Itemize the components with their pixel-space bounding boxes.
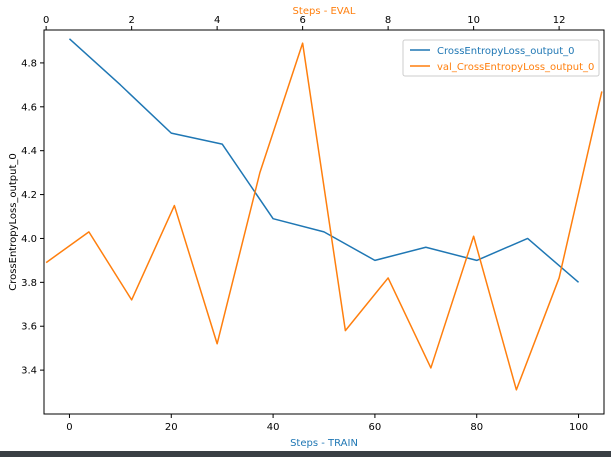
y-tick-label: 3.4 — [21, 366, 37, 377]
series-layer — [45, 38, 603, 391]
x-top-tick-label: 6 — [299, 15, 305, 26]
y-tick-label: 3.6 — [21, 322, 37, 333]
ticks-layer: 0 20 40 60 80 100 0 2 4 6 8 10 12 3.4 3.6 3.8 4.0 4.2 4.4 4… — [21, 15, 588, 433]
series-line-train — [68, 38, 580, 283]
x-bottom-tick-label: 20 — [165, 422, 178, 433]
x-bottom-tick-label: 60 — [369, 422, 382, 433]
y-tick-label: 4.2 — [21, 190, 37, 201]
x-bottom-tick-label: 80 — [470, 422, 483, 433]
legend-label-val: val_CrossEntropyLoss_output_0 — [437, 62, 594, 73]
y-tick-label: 4.4 — [21, 146, 37, 157]
series-line-val — [45, 42, 603, 391]
legend-box — [402, 39, 600, 77]
x-axis-title-bottom: Steps - TRAIN — [290, 438, 358, 449]
x-top-tick-label: 12 — [553, 15, 566, 26]
x-bottom-tick-label: 100 — [569, 422, 588, 433]
x-top-tick-label: 2 — [128, 15, 134, 26]
y-axis-title: CrossEntropyLoss_output_0 — [8, 153, 19, 291]
legend: CrossEntropyLoss_output_0 val_CrossEntro… — [402, 39, 600, 77]
x-top-tick-label: 0 — [43, 15, 49, 26]
x-bottom-tick-label: 0 — [66, 422, 72, 433]
x-bottom-tick-label: 40 — [267, 422, 280, 433]
y-tick-label: 4.8 — [21, 58, 37, 69]
x-axis-title-top: Steps - EVAL — [293, 6, 356, 17]
y-tick-label: 4.0 — [21, 234, 37, 245]
y-tick-label: 4.6 — [21, 102, 37, 113]
y-tick-label: 3.8 — [21, 278, 37, 289]
x-top-tick-label: 10 — [467, 15, 480, 26]
x-top-tick-label: 8 — [385, 15, 391, 26]
x-top-tick-label: 4 — [214, 15, 220, 26]
legend-label-train: CrossEntropyLoss_output_0 — [437, 46, 575, 57]
window-bottom-bar — [0, 451, 611, 457]
plot-area — [43, 29, 605, 415]
